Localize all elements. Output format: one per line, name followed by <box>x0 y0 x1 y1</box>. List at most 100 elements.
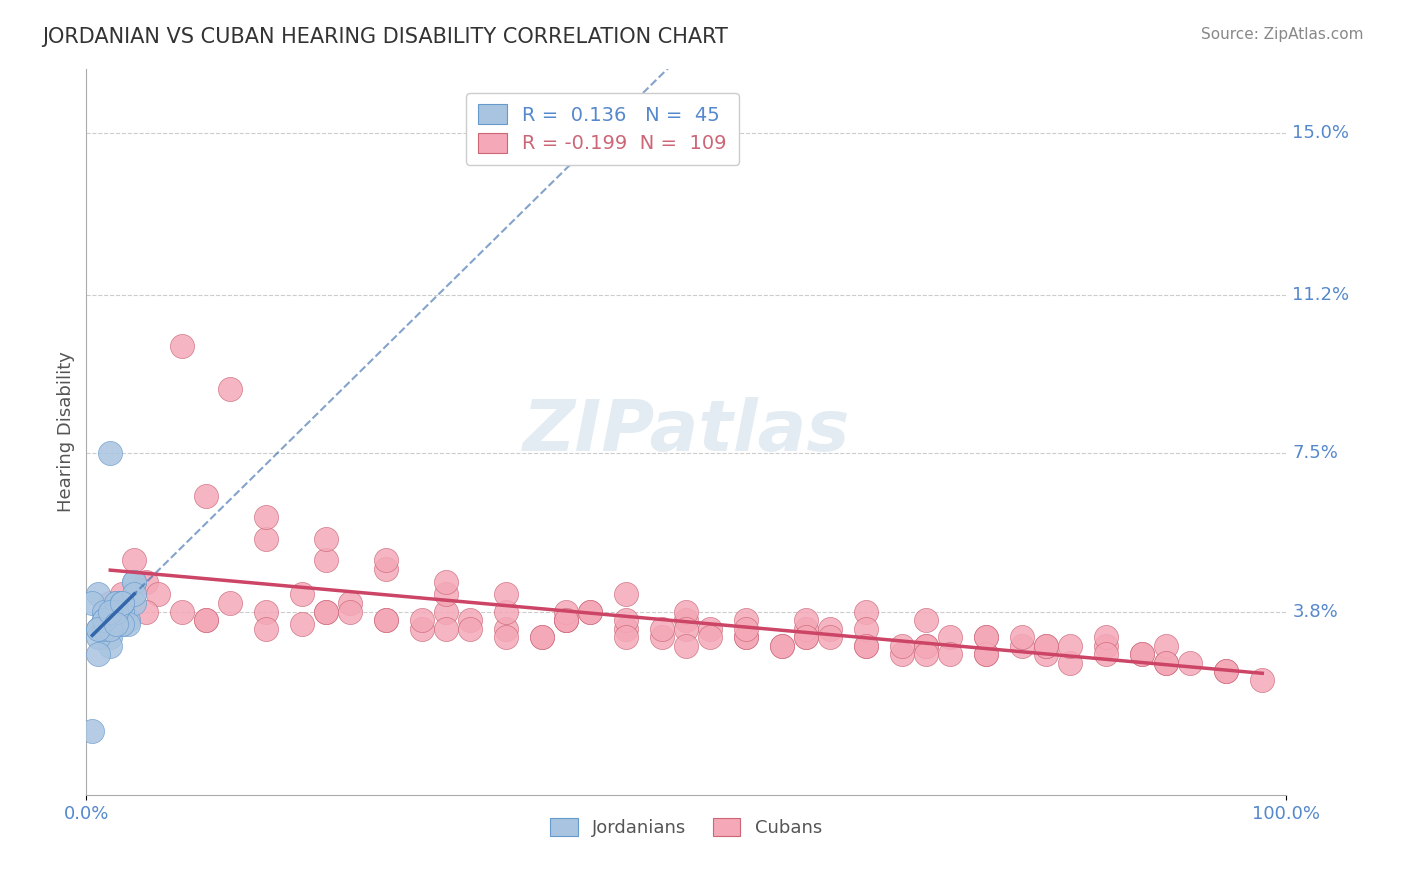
Point <box>93 605 115 619</box>
Point <box>195 489 218 503</box>
Point <box>93 613 115 627</box>
Point <box>105 596 128 610</box>
Point <box>111 587 134 601</box>
Point <box>974 630 997 644</box>
Point <box>111 596 134 610</box>
Point <box>195 613 218 627</box>
Point <box>770 639 793 653</box>
Point <box>172 339 194 353</box>
Point <box>339 596 361 610</box>
Point <box>495 587 517 601</box>
Point <box>495 630 517 644</box>
Point <box>458 613 481 627</box>
Point <box>1130 648 1153 662</box>
Point <box>579 605 602 619</box>
Point <box>105 613 128 627</box>
Text: 7.5%: 7.5% <box>1292 444 1339 462</box>
Point <box>315 532 337 546</box>
Point <box>111 617 134 632</box>
Point <box>219 596 242 610</box>
Point <box>855 622 877 636</box>
Point <box>98 617 121 632</box>
Point <box>1035 639 1057 653</box>
Point <box>124 587 146 601</box>
Point <box>87 622 110 636</box>
Point <box>105 605 128 619</box>
Point <box>98 446 121 460</box>
Point <box>111 596 134 610</box>
Point <box>794 613 817 627</box>
Point <box>93 605 115 619</box>
Point <box>531 630 554 644</box>
Point <box>855 639 877 653</box>
Point <box>1215 665 1237 679</box>
Point <box>915 639 938 653</box>
Point <box>117 613 139 627</box>
Point <box>531 630 554 644</box>
Point <box>1095 630 1118 644</box>
Point <box>124 553 146 567</box>
Point <box>124 596 146 610</box>
Point <box>1059 656 1081 670</box>
Point <box>555 613 578 627</box>
Point <box>675 613 697 627</box>
Point <box>735 630 758 644</box>
Point <box>974 648 997 662</box>
Point <box>111 605 134 619</box>
Point <box>1059 639 1081 653</box>
Point <box>699 630 721 644</box>
Point <box>699 622 721 636</box>
Point <box>375 562 398 576</box>
Point <box>375 613 398 627</box>
Point <box>915 639 938 653</box>
Point <box>555 613 578 627</box>
Point <box>375 613 398 627</box>
Point <box>195 613 218 627</box>
Point <box>105 605 128 619</box>
Point <box>891 639 914 653</box>
Point <box>254 605 277 619</box>
Point <box>735 630 758 644</box>
Point <box>1011 639 1033 653</box>
Point <box>98 630 121 644</box>
Y-axis label: Hearing Disability: Hearing Disability <box>58 351 75 512</box>
Point <box>434 587 457 601</box>
Point <box>434 574 457 589</box>
Point <box>93 613 115 627</box>
Point <box>855 605 877 619</box>
Point <box>105 596 128 610</box>
Text: 15.0%: 15.0% <box>1292 124 1350 142</box>
Legend: Jordanians, Cubans: Jordanians, Cubans <box>543 811 830 845</box>
Text: Source: ZipAtlas.com: Source: ZipAtlas.com <box>1201 27 1364 42</box>
Point <box>117 617 139 632</box>
Point <box>98 613 121 627</box>
Point <box>219 382 242 396</box>
Point <box>254 510 277 524</box>
Point <box>915 648 938 662</box>
Point <box>111 596 134 610</box>
Point <box>135 574 157 589</box>
Point <box>579 605 602 619</box>
Point <box>291 617 314 632</box>
Point <box>375 553 398 567</box>
Point <box>794 630 817 644</box>
Point <box>820 622 842 636</box>
Point <box>135 605 157 619</box>
Point <box>1130 648 1153 662</box>
Point <box>82 596 104 610</box>
Point <box>124 574 146 589</box>
Point <box>458 622 481 636</box>
Point <box>495 605 517 619</box>
Point <box>855 639 877 653</box>
Point <box>1095 648 1118 662</box>
Point <box>98 639 121 653</box>
Point <box>735 622 758 636</box>
Point <box>939 648 962 662</box>
Point <box>1154 656 1177 670</box>
Point <box>291 587 314 601</box>
Point <box>124 574 146 589</box>
Point <box>98 622 121 636</box>
Point <box>87 630 110 644</box>
Point <box>1251 673 1274 687</box>
Point <box>794 630 817 644</box>
